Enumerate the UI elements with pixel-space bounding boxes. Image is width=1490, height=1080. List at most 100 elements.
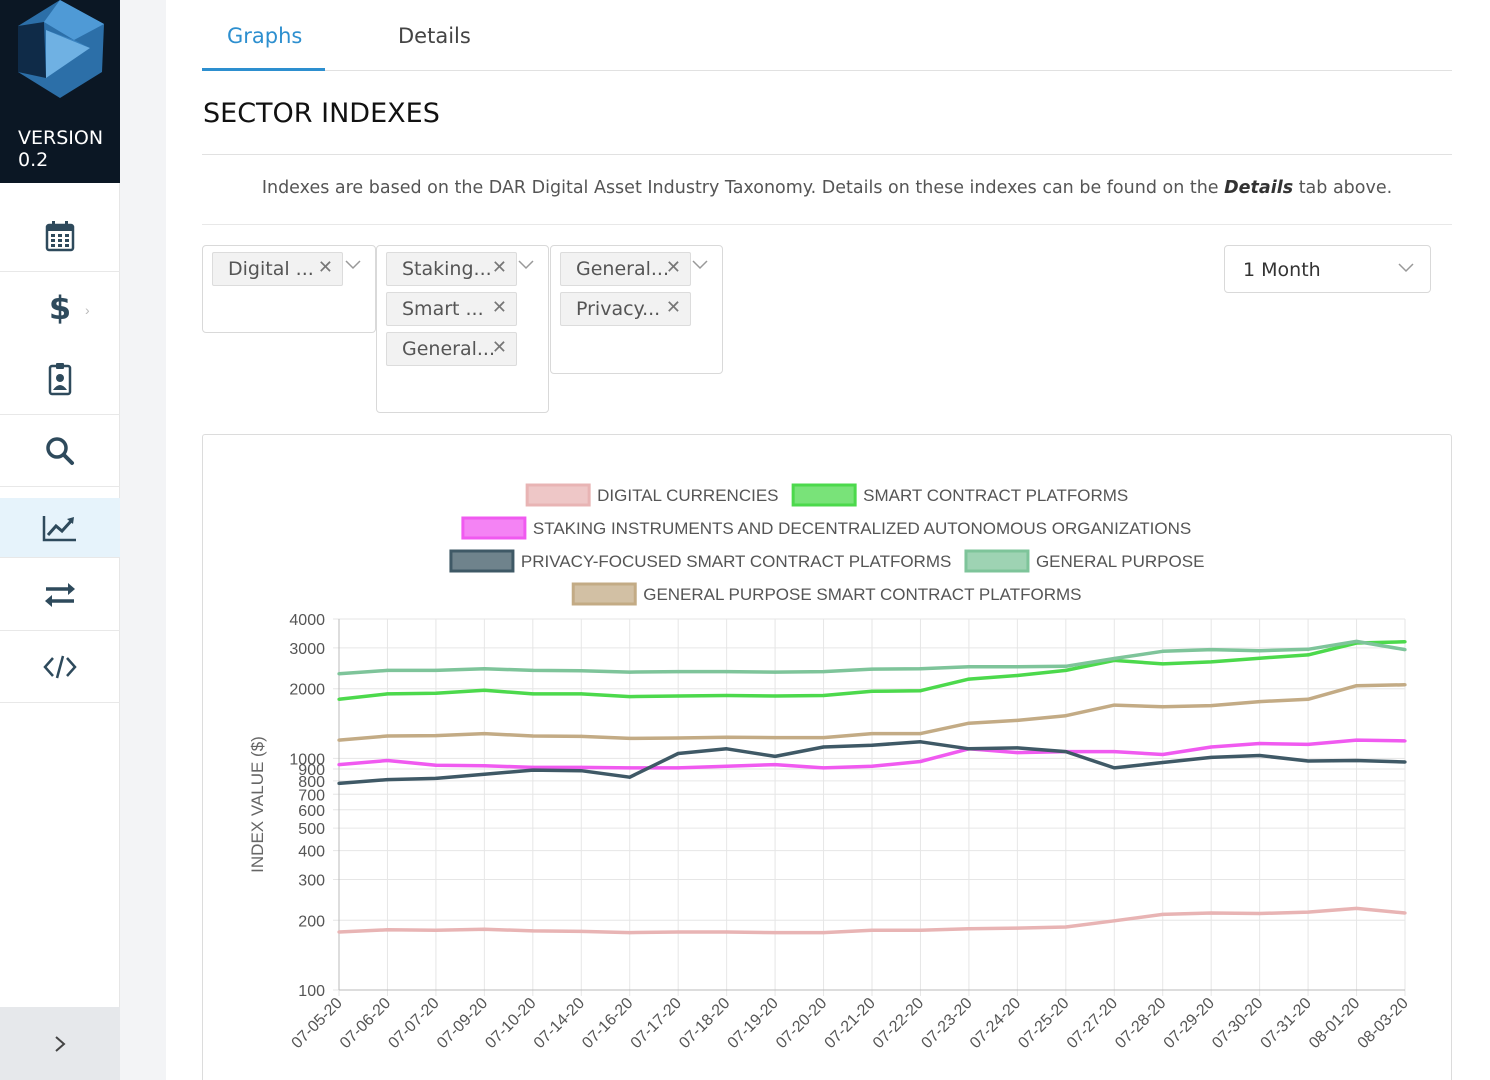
data-point bbox=[1258, 741, 1262, 746]
data-point bbox=[579, 765, 583, 769]
nav-calendar[interactable] bbox=[0, 200, 120, 272]
data-point bbox=[918, 689, 923, 693]
description-text: Indexes are based on the DAR Digital Ass… bbox=[261, 178, 1225, 198]
legend-swatch bbox=[525, 483, 591, 507]
data-point bbox=[385, 778, 390, 782]
nav-pricing[interactable]: $ › bbox=[0, 272, 120, 344]
data-point bbox=[725, 747, 729, 751]
nav-search[interactable] bbox=[0, 415, 120, 487]
chart-card: DIGITAL CURRENCIES SMART CONTRACT PLATFOR… bbox=[202, 434, 1452, 1080]
dollar-icon: $ bbox=[50, 291, 70, 325]
data-point bbox=[1403, 760, 1407, 764]
remove-tag-icon[interactable]: ✕ bbox=[665, 297, 681, 318]
chevron-down-icon[interactable] bbox=[518, 260, 534, 270]
remove-tag-icon[interactable]: ✕ bbox=[491, 337, 507, 358]
active-tab-indicator bbox=[202, 68, 325, 71]
data-point bbox=[725, 735, 729, 739]
data-point bbox=[725, 670, 729, 674]
nav-transfers[interactable] bbox=[0, 559, 120, 631]
data-point bbox=[385, 758, 390, 763]
x-tick-label: 07-18-20 bbox=[676, 995, 733, 1052]
data-point bbox=[1015, 750, 1019, 755]
data-point bbox=[434, 928, 438, 932]
nav-profile[interactable] bbox=[0, 343, 120, 415]
data-point bbox=[482, 927, 486, 931]
data-point bbox=[821, 670, 826, 674]
y-tick-label: 500 bbox=[298, 821, 325, 838]
data-point bbox=[870, 928, 874, 932]
remove-tag-icon[interactable]: ✕ bbox=[317, 257, 333, 278]
chevron-down-icon[interactable] bbox=[692, 260, 708, 270]
code-icon bbox=[43, 655, 77, 678]
gutter bbox=[120, 0, 166, 1080]
data-point bbox=[628, 766, 632, 770]
data-point bbox=[676, 930, 680, 934]
data-point bbox=[1064, 925, 1068, 929]
x-tick-label: 08-03-20 bbox=[1355, 995, 1412, 1052]
data-point bbox=[1354, 758, 1359, 763]
y-tick-label: 900 bbox=[298, 762, 325, 779]
main-content: Graphs Details SECTOR INDEXES Indexes ar… bbox=[166, 0, 1490, 1080]
sector-select-1[interactable]: Digital ... ✕ bbox=[202, 245, 376, 333]
data-point bbox=[1015, 926, 1019, 930]
data-point bbox=[1306, 697, 1310, 701]
data-point bbox=[1209, 755, 1213, 760]
data-point bbox=[1354, 906, 1359, 911]
data-point bbox=[579, 929, 583, 934]
selected-tag: Privacy... ✕ bbox=[560, 292, 691, 326]
sector-index-chart[interactable]: DIGITAL CURRENCIES SMART CONTRACT PLATFOR… bbox=[203, 435, 1453, 1080]
data-point bbox=[1112, 656, 1116, 661]
chevron-down-icon[interactable] bbox=[345, 260, 361, 270]
tag-label: General... bbox=[402, 338, 495, 360]
y-axis-label: INDEX VALUE ($) bbox=[248, 736, 267, 873]
data-point bbox=[1403, 683, 1407, 687]
data-point bbox=[434, 691, 438, 695]
data-point bbox=[1112, 703, 1116, 707]
data-point bbox=[1258, 753, 1262, 758]
data-point bbox=[967, 747, 971, 751]
data-point bbox=[1112, 750, 1116, 754]
data-point bbox=[1258, 911, 1262, 916]
data-point bbox=[434, 776, 438, 780]
data-point bbox=[531, 668, 535, 672]
period-select[interactable]: 1 Month bbox=[1224, 245, 1431, 293]
exchange-icon bbox=[45, 582, 75, 607]
remove-tag-icon[interactable]: ✕ bbox=[491, 297, 507, 318]
data-point bbox=[870, 689, 874, 693]
data-point bbox=[1064, 714, 1068, 718]
data-point bbox=[773, 763, 777, 767]
x-tick-label: 07-09-20 bbox=[434, 995, 491, 1052]
chevron-right-icon bbox=[55, 1035, 66, 1052]
data-point bbox=[1306, 759, 1310, 763]
data-point bbox=[918, 731, 923, 736]
data-point bbox=[870, 764, 874, 768]
tab-graphs[interactable]: Graphs bbox=[227, 24, 303, 48]
data-point bbox=[482, 667, 486, 671]
collapse-sidebar-button[interactable] bbox=[0, 1007, 120, 1080]
remove-tag-icon[interactable]: ✕ bbox=[491, 257, 507, 278]
data-point bbox=[870, 743, 874, 747]
data-point bbox=[918, 740, 923, 744]
x-tick-label: 07-20-20 bbox=[773, 995, 830, 1052]
data-point bbox=[531, 734, 535, 738]
sector-select-3[interactable]: General... ✕ Privacy... ✕ bbox=[550, 245, 723, 374]
tab-details[interactable]: Details bbox=[398, 24, 471, 48]
data-point bbox=[1015, 673, 1019, 678]
data-point bbox=[821, 693, 826, 698]
sector-select-2[interactable]: Staking... ✕ Smart ... ✕ General... ✕ bbox=[376, 245, 549, 413]
nav-indexes[interactable] bbox=[0, 498, 120, 558]
x-tick-label: 07-30-20 bbox=[1209, 995, 1266, 1052]
data-point bbox=[676, 694, 680, 698]
page-title: SECTOR INDEXES bbox=[203, 98, 440, 129]
data-point bbox=[1161, 705, 1165, 709]
data-point bbox=[579, 769, 583, 773]
y-tick-label: 800 bbox=[298, 774, 325, 791]
data-point bbox=[337, 930, 341, 934]
remove-tag-icon[interactable]: ✕ bbox=[665, 257, 681, 278]
data-point bbox=[821, 736, 826, 740]
tag-label: Smart ... bbox=[402, 298, 484, 320]
data-point bbox=[1209, 704, 1213, 708]
chevron-down-icon bbox=[1398, 263, 1414, 273]
nav-api[interactable] bbox=[0, 631, 120, 703]
y-tick-label: 400 bbox=[298, 844, 325, 861]
